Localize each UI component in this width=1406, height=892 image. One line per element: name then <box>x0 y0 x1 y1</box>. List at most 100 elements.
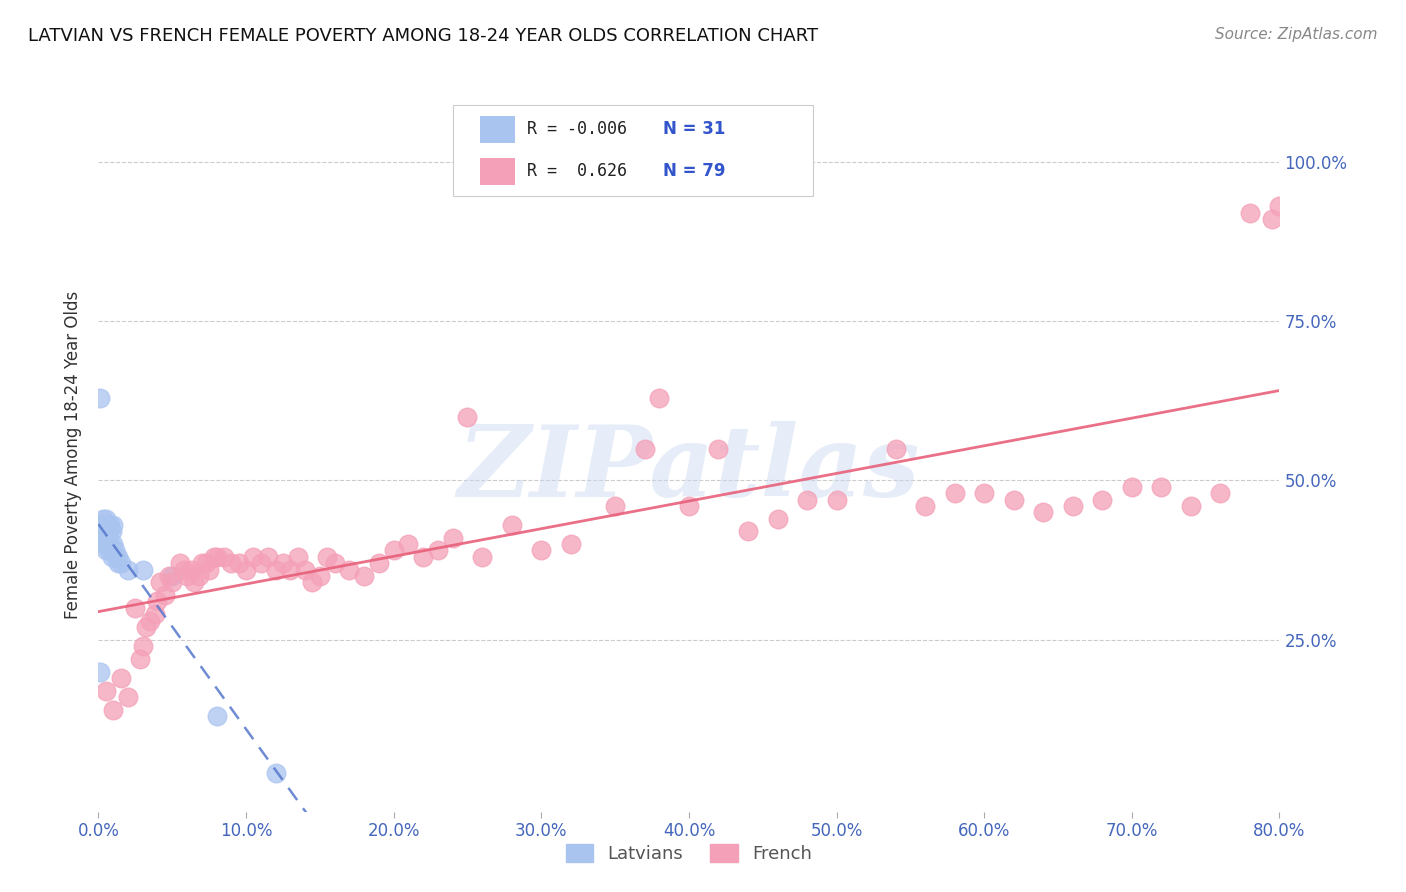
Point <box>124 600 146 615</box>
Point <box>1261 212 1284 227</box>
Point <box>90 518 112 533</box>
Point <box>219 556 242 570</box>
Point <box>427 543 450 558</box>
Point <box>737 524 759 539</box>
Point <box>202 549 225 564</box>
Point <box>96 537 118 551</box>
Point <box>530 543 553 558</box>
Point <box>97 543 120 558</box>
Point <box>100 549 122 564</box>
Point <box>96 518 118 533</box>
Point <box>884 442 907 456</box>
Point <box>93 518 115 533</box>
Point <box>149 575 172 590</box>
Text: LATVIAN VS FRENCH FEMALE POVERTY AMONG 18-24 YEAR OLDS CORRELATION CHART: LATVIAN VS FRENCH FEMALE POVERTY AMONG 1… <box>28 27 818 45</box>
Point <box>195 556 218 570</box>
Point <box>128 652 150 666</box>
Point <box>212 549 235 564</box>
Point <box>825 492 848 507</box>
Point <box>143 607 166 622</box>
Point <box>264 766 287 780</box>
Point <box>89 665 111 679</box>
Point <box>135 620 157 634</box>
Point <box>257 549 280 564</box>
Text: Source: ZipAtlas.com: Source: ZipAtlas.com <box>1215 27 1378 42</box>
Point <box>94 543 117 558</box>
Point <box>157 569 180 583</box>
Point <box>187 569 209 583</box>
Point <box>183 575 205 590</box>
Point <box>1062 499 1084 513</box>
Point <box>132 639 155 653</box>
Point <box>1209 486 1232 500</box>
Text: ZIPatlas: ZIPatlas <box>458 421 920 517</box>
Text: N = 31: N = 31 <box>664 120 725 138</box>
Point <box>105 549 128 564</box>
Point <box>766 511 789 525</box>
Point <box>107 549 129 564</box>
Legend: Latvians, French: Latvians, French <box>558 838 820 871</box>
Point <box>139 614 162 628</box>
Point <box>89 391 111 405</box>
Point <box>316 549 339 564</box>
Point <box>678 499 700 513</box>
Point <box>173 563 195 577</box>
Point <box>1239 206 1261 220</box>
Point <box>169 556 191 570</box>
Point <box>1091 492 1114 507</box>
Point <box>396 537 419 551</box>
Point <box>471 549 494 564</box>
Point <box>287 549 309 564</box>
Point <box>1268 199 1291 213</box>
Point <box>323 556 346 570</box>
Point <box>796 492 818 507</box>
Point <box>103 703 125 717</box>
Point <box>205 709 228 723</box>
Point <box>180 563 202 577</box>
Point <box>412 549 434 564</box>
Point <box>441 531 464 545</box>
Bar <box>479 116 516 143</box>
Point <box>301 575 323 590</box>
Point <box>93 537 115 551</box>
Point <box>242 549 264 564</box>
Point <box>1150 480 1173 494</box>
Y-axis label: Female Poverty Among 18-24 Year Olds: Female Poverty Among 18-24 Year Olds <box>65 291 83 619</box>
Point <box>353 569 375 583</box>
Point <box>382 543 405 558</box>
Point <box>94 683 117 698</box>
Point <box>104 543 127 558</box>
Point <box>98 537 121 551</box>
Point <box>1032 505 1054 519</box>
Text: N = 79: N = 79 <box>664 162 725 180</box>
Point <box>132 563 155 577</box>
Point <box>91 511 114 525</box>
Point <box>162 569 183 583</box>
Text: R =  0.626: R = 0.626 <box>527 162 627 180</box>
Point <box>97 524 120 539</box>
Point <box>90 531 112 545</box>
Point <box>191 556 214 570</box>
Point <box>1180 499 1202 513</box>
Point <box>198 563 221 577</box>
Point <box>501 518 523 533</box>
Point <box>94 511 117 525</box>
Point <box>146 594 169 608</box>
Point <box>648 391 671 405</box>
Point <box>560 537 582 551</box>
Point <box>176 569 198 583</box>
Point <box>264 563 287 577</box>
Point <box>339 563 360 577</box>
Point <box>205 549 228 564</box>
Point <box>943 486 966 500</box>
Point <box>973 486 995 500</box>
Point <box>278 563 302 577</box>
Point <box>94 531 117 545</box>
Point <box>456 409 478 424</box>
Point <box>235 563 257 577</box>
Point <box>110 556 132 570</box>
Point <box>103 537 125 551</box>
Point <box>633 442 655 456</box>
Point <box>271 556 294 570</box>
Point <box>309 569 332 583</box>
